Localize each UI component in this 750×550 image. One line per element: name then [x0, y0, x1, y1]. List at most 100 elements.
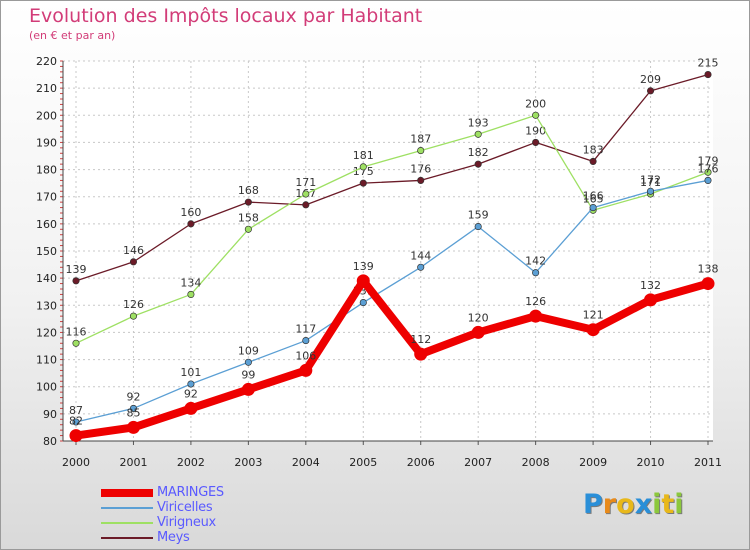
- series-line-maringes: [72, 276, 712, 440]
- data-label-virigneux: 126: [123, 298, 144, 311]
- data-point-viricelles: [646, 187, 655, 195]
- data-label-meys: 139: [66, 263, 87, 276]
- x-tick-label: 2009: [579, 456, 607, 469]
- proxiti-logo: Proxiti: [583, 489, 684, 520]
- data-point-meys: [244, 198, 252, 206]
- data-label-viricelles: 172: [640, 173, 661, 186]
- data-label-virigneux: 179: [698, 154, 719, 167]
- legend-swatch-maringes: [101, 489, 153, 497]
- data-point-virigneux: [474, 130, 482, 138]
- data-point-meys: [646, 87, 655, 95]
- data-point-viricelles: [532, 269, 540, 277]
- data-label-virigneux: 116: [66, 325, 87, 338]
- data-label-meys: 209: [640, 73, 661, 86]
- legend-label-maringes: MARINGES: [157, 485, 224, 500]
- data-point-viricelles: [187, 380, 195, 388]
- data-label-viricelles: 109: [238, 344, 259, 357]
- x-tick-label: 2007: [464, 456, 492, 469]
- x-tick-label: 2004: [292, 456, 320, 469]
- data-point-maringes: [701, 277, 715, 291]
- data-label-maringes: 139: [353, 260, 374, 273]
- data-point-meys: [302, 201, 310, 209]
- y-tick-label: 140: [36, 272, 57, 285]
- data-point-virigneux: [359, 163, 367, 171]
- x-tick-label: 2010: [637, 456, 665, 469]
- y-tick-label: 120: [36, 326, 57, 339]
- data-label-virigneux: 158: [238, 211, 259, 224]
- series-line-virigneux: [75, 114, 709, 344]
- data-point-viricelles: [244, 358, 252, 366]
- data-label-maringes: 82: [69, 415, 83, 428]
- data-label-virigneux: 171: [295, 176, 316, 189]
- data-label-viricelles: 144: [410, 249, 431, 262]
- x-tick-label: 2011: [694, 456, 722, 469]
- data-label-maringes: 132: [640, 279, 661, 292]
- data-label-meys: 176: [410, 162, 431, 175]
- data-point-meys: [532, 138, 540, 146]
- data-label-viricelles: 159: [468, 209, 489, 222]
- data-label-virigneux: 181: [353, 149, 374, 162]
- data-label-meys: 183: [583, 143, 604, 156]
- data-label-maringes: 126: [525, 295, 546, 308]
- logo-letter: i: [674, 489, 684, 520]
- y-tick-label: 220: [36, 55, 57, 68]
- data-label-maringes: 92: [184, 387, 198, 400]
- data-point-virigneux: [704, 168, 712, 176]
- data-point-meys: [589, 157, 597, 165]
- y-tick-label: 100: [36, 381, 57, 394]
- y-tick-label: 170: [36, 191, 57, 204]
- data-label-viricelles: 176: [698, 162, 719, 175]
- data-point-meys: [129, 258, 138, 266]
- data-point-meys: [474, 160, 482, 168]
- data-point-maringes: [184, 401, 198, 415]
- data-point-virigneux: [72, 339, 80, 347]
- y-tick-label: 160: [36, 218, 57, 231]
- data-point-meys: [359, 179, 367, 187]
- logo-letter: o: [616, 489, 635, 520]
- data-point-maringes: [529, 309, 543, 323]
- data-point-viricelles: [129, 404, 138, 412]
- data-label-meys: 190: [525, 124, 546, 137]
- y-tick-label: 150: [36, 245, 57, 258]
- data-point-maringes: [356, 274, 370, 288]
- chart-subtitle: (en € et par an): [29, 29, 116, 42]
- y-tick-label: 180: [36, 164, 57, 177]
- data-label-maringes: 121: [583, 309, 604, 322]
- legend-swatch-meys: [101, 537, 153, 539]
- data-label-meys: 175: [353, 165, 374, 178]
- x-tick-label: 2008: [522, 456, 550, 469]
- x-tick-label: 2002: [177, 456, 205, 469]
- data-point-virigneux: [302, 190, 310, 198]
- data-point-viricelles: [72, 418, 80, 426]
- legend-swatch-virigneux: [101, 522, 153, 524]
- data-point-maringes: [126, 420, 140, 434]
- data-label-viricelles: 142: [525, 255, 546, 268]
- series-line-meys: [75, 73, 709, 282]
- legend-label-meys: Meys: [157, 530, 190, 545]
- data-point-virigneux: [532, 111, 540, 119]
- data-point-viricelles: [417, 263, 425, 271]
- data-label-virigneux: 134: [180, 276, 201, 289]
- legend-swatch-viricelles: [101, 507, 153, 509]
- data-point-maringes: [586, 323, 600, 337]
- data-point-viricelles: [359, 299, 367, 307]
- y-tick-label: 190: [36, 136, 57, 149]
- data-label-maringes: 138: [698, 263, 719, 276]
- x-tick-label: 2001: [119, 456, 147, 469]
- logo-letter: r: [602, 489, 617, 520]
- data-point-viricelles: [302, 337, 310, 345]
- x-tick-label: 2005: [349, 456, 377, 469]
- data-label-virigneux: 200: [525, 97, 546, 110]
- data-label-virigneux: 193: [468, 116, 489, 129]
- x-tick-label: 2000: [62, 456, 90, 469]
- chart-title: Evolution des Impôts locaux par Habitant: [29, 5, 423, 27]
- data-label-viricelles: 92: [126, 390, 140, 403]
- data-point-viricelles: [704, 176, 712, 184]
- y-tick-label: 130: [36, 299, 57, 312]
- data-label-virigneux: 171: [640, 176, 661, 189]
- data-label-maringes: 85: [126, 406, 140, 419]
- data-point-maringes: [414, 347, 428, 361]
- series-line-viricelles: [75, 179, 709, 423]
